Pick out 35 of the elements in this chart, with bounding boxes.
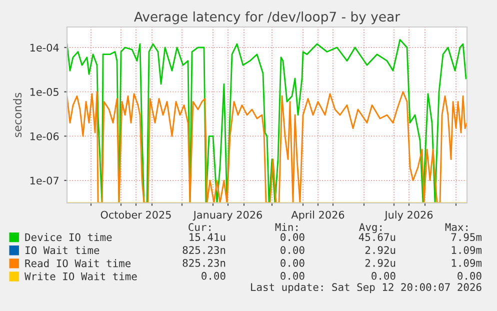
text: Avg:: [359, 223, 382, 234]
y-axis-title: seconds: [13, 92, 22, 138]
text: Max:: [445, 223, 468, 232]
text: 0.00: [372, 272, 396, 280]
text: Last update: Sat Sep 12 20:00:07 2026: [251, 282, 482, 294]
text: Cur:: [188, 223, 210, 232]
legend-label: Device IO time: [25, 233, 112, 242]
text: 7.95m: [451, 233, 482, 242]
legend-label: IO Wait time: [26, 246, 100, 254]
y-tick-label: 1e-06: [30, 132, 59, 140]
text: Min:: [275, 222, 298, 231]
text: 0.00: [458, 272, 482, 280]
text: 2.92u: [365, 246, 396, 254]
y-tick-label: 1e-05: [30, 88, 58, 96]
y-tick-label: 1e-07: [30, 176, 58, 185]
x-tick-label: July 2026: [384, 210, 433, 221]
legend-label: Read IO Wait time: [25, 259, 131, 268]
y-tick-label: 1e-04: [30, 44, 59, 52]
x-tick-label: April 2026: [291, 210, 344, 221]
text: 825.23n: [182, 246, 226, 254]
chart-title: Average latency for /dev/loop7 - by year: [134, 11, 400, 24]
text: 0.00: [280, 246, 304, 254]
text: 45.67u: [358, 233, 396, 242]
x-tick-label: October 2025: [100, 210, 171, 219]
text: 825.23n: [182, 259, 226, 267]
text: 2.92u: [365, 259, 396, 267]
text: 0.00: [280, 233, 304, 242]
text: 0.00: [280, 272, 304, 280]
text: 0.00: [202, 272, 226, 280]
text: 0.00: [280, 259, 304, 267]
x-tick-label: January 2026: [192, 210, 262, 221]
text: 1.09m: [452, 259, 482, 267]
legend-label: Write IO Wait time: [24, 272, 137, 280]
text: 15.41u: [190, 233, 226, 242]
text: 1.09m: [452, 246, 482, 254]
